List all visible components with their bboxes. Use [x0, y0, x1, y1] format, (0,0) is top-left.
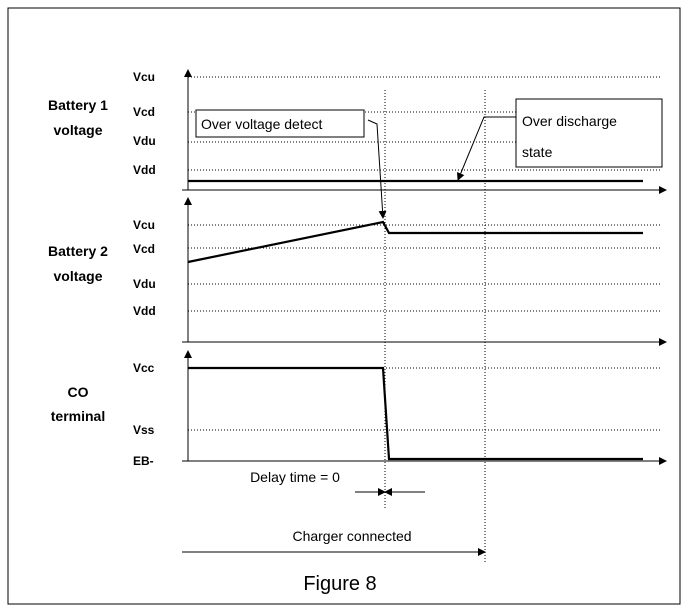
level-label: Vdd: [133, 163, 156, 177]
level-label: Vdu: [133, 134, 156, 148]
level-label: EB-: [133, 454, 154, 468]
delay-label: Delay time = 0: [250, 469, 340, 485]
signal: [187, 220, 643, 264]
callout-over-voltage: Over voltage detect: [195, 109, 387, 219]
callout-arrow: [456, 116, 516, 181]
panel-battery-1: Battery 1 voltage Vcu Vcd Vdu Vdd: [48, 69, 667, 194]
signal: [188, 366, 643, 461]
callout-text: state: [522, 144, 553, 160]
panel-label: CO: [68, 384, 89, 400]
panel-co-terminal: CO terminal Vcc Vss EB-: [51, 350, 667, 468]
level-label: Vcc: [133, 361, 155, 375]
frame: [7, 7, 681, 605]
level-label: Vcu: [133, 218, 155, 232]
charger-label: Charger connected: [292, 528, 411, 544]
level-label: Vss: [133, 423, 155, 437]
panel-label: Battery 2: [48, 243, 108, 259]
panel-battery-2: Battery 2 voltage Vcu Vcd Vdu Vdd: [48, 197, 667, 346]
level-label: Vdd: [133, 304, 156, 318]
callout-text: Over discharge: [522, 113, 617, 129]
level-label: Vdu: [133, 277, 156, 291]
callout-arrow: [367, 119, 387, 219]
panel-label: voltage: [53, 268, 102, 284]
level-label: Vcd: [133, 105, 155, 119]
caption: Figure 8: [303, 573, 376, 595]
panel-label: voltage: [53, 122, 102, 138]
callout-over-discharge: Over discharge state: [456, 98, 663, 181]
level-label: Vcd: [133, 242, 155, 256]
callout-box: [515, 98, 663, 168]
panel-label: Battery 1: [48, 97, 108, 113]
callout-box: [195, 109, 365, 138]
panel-label: terminal: [51, 408, 105, 424]
callout-text: Over voltage detect: [201, 116, 323, 132]
level-label: Vcu: [133, 70, 155, 84]
